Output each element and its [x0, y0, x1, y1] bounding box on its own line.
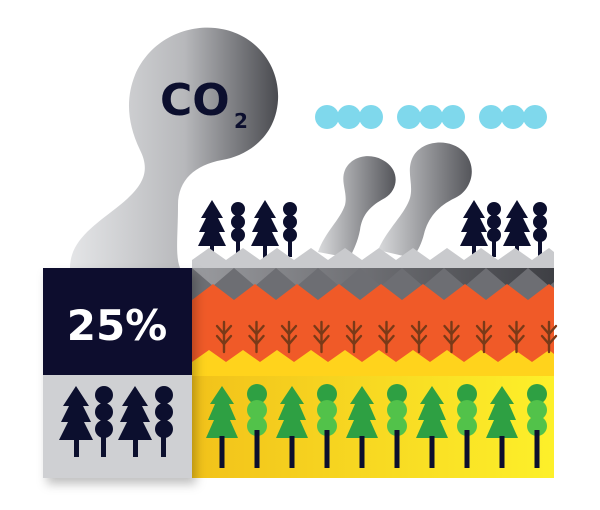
burnt-sprout-icon	[475, 320, 493, 354]
burnt-sprout-icon	[410, 320, 428, 354]
pine-tree-icon	[198, 200, 226, 258]
ash-peaks	[192, 248, 554, 268]
burnt-sprout-icon	[443, 320, 460, 354]
tree-row-top-right	[460, 200, 547, 258]
burnt-sprout-icon	[280, 320, 298, 354]
round-tree-icon	[283, 202, 297, 257]
pine-tree-icon	[460, 200, 488, 258]
round-tree-icon	[457, 384, 477, 468]
round-tree-icon	[533, 202, 547, 257]
round-tree-icon	[247, 384, 267, 468]
co2-smoke-plume: CO 2	[70, 27, 279, 269]
burnt-sprout-icon	[540, 320, 558, 354]
round-tree-icon	[155, 386, 173, 457]
round-tree-icon	[95, 386, 113, 457]
tree-row-top-left	[198, 200, 297, 258]
panel-tree-row	[59, 386, 173, 457]
pine-tree-icon	[416, 386, 448, 468]
burnt-sprout-icon	[508, 320, 525, 354]
pine-tree-icon	[486, 386, 518, 468]
pine-tree-icon	[59, 386, 93, 457]
burnt-sprouts	[215, 320, 558, 354]
round-tree-icon	[317, 384, 337, 468]
burnt-sprout-icon	[215, 320, 233, 354]
round-tree-icon	[387, 384, 407, 468]
burnt-sprout-icon	[248, 320, 265, 354]
round-tree-icon	[487, 202, 501, 257]
pine-tree-icon	[276, 386, 308, 468]
burnt-sprout-icon	[313, 320, 330, 354]
burnt-sprout-icon	[378, 320, 395, 354]
cloud-icon	[479, 105, 547, 129]
pine-tree-icon	[346, 386, 378, 468]
forest-trees	[206, 384, 547, 468]
cloud-icon	[315, 105, 383, 129]
cloud-group	[315, 105, 547, 129]
smoke-plume-small-2	[378, 142, 472, 258]
cloud-icon	[397, 105, 465, 129]
pine-tree-icon	[206, 386, 238, 468]
burnt-sprout-icon	[345, 320, 363, 354]
fire-band	[192, 284, 558, 378]
co2-subscript: 2	[234, 109, 248, 133]
round-tree-icon	[527, 384, 547, 468]
deforestation-percentage: 25%	[67, 301, 168, 350]
pine-tree-icon	[118, 386, 152, 457]
smoke-plume-small-1	[318, 156, 396, 258]
stat-panel	[43, 268, 192, 478]
pine-tree-icon	[251, 200, 279, 258]
round-tree-icon	[231, 202, 245, 257]
co2-label: CO	[160, 75, 230, 126]
forest-band	[192, 376, 554, 478]
pine-tree-icon	[503, 200, 531, 258]
